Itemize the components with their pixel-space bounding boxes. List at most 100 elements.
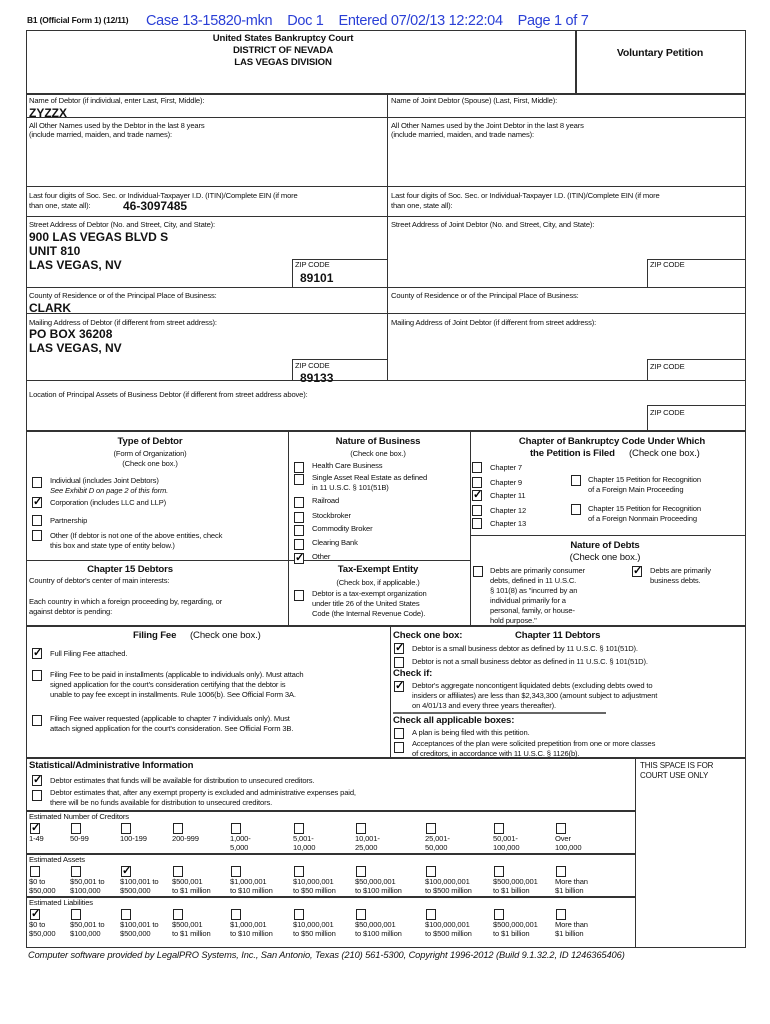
- estimate-option-checkbox[interactable]: [356, 909, 366, 920]
- estimate-option-label: $100,000,001: [425, 920, 470, 929]
- estimate-option-label: 100-199: [120, 834, 147, 843]
- ein-value[interactable]: 46-3097485: [123, 199, 188, 213]
- zip-value[interactable]: 89101: [300, 271, 334, 285]
- estimate-option-checkbox[interactable]: [294, 866, 304, 877]
- estimate-option-checkbox[interactable]: [173, 909, 183, 920]
- estimate-option-checkbox[interactable]: [30, 821, 40, 834]
- estimate-option-checkbox[interactable]: [426, 823, 436, 834]
- estimate-option-checkbox[interactable]: [121, 823, 131, 834]
- estimate-option-checkbox[interactable]: [231, 866, 241, 877]
- not-small-business-checkbox[interactable]: [394, 657, 404, 668]
- chapter-15-nonmain-checkbox[interactable]: [571, 504, 581, 515]
- business-type-checkbox[interactable]: [294, 474, 304, 485]
- divider: [387, 93, 388, 380]
- estimate-option-checkbox[interactable]: [556, 909, 566, 920]
- plan-filed-checkbox[interactable]: [394, 728, 404, 739]
- aggregate-debts-checkbox[interactable]: [394, 679, 404, 692]
- divider: [647, 259, 648, 287]
- divider: [647, 405, 648, 430]
- estimate-option-checkbox[interactable]: [71, 823, 81, 834]
- nature-of-debts-title: Nature of Debts: [570, 540, 640, 551]
- tax-exempt-checkbox[interactable]: [294, 590, 304, 601]
- corporation-checkbox[interactable]: [32, 495, 42, 508]
- estimate-option-checkbox[interactable]: [426, 909, 436, 920]
- installments-label: unable to pay fee except in installments…: [50, 690, 296, 699]
- estimate-option-checkbox[interactable]: [494, 866, 504, 877]
- estimate-option-checkbox[interactable]: [71, 909, 81, 920]
- mailing-line-1[interactable]: PO BOX 36208: [29, 327, 113, 341]
- estimate-option-checkbox[interactable]: [173, 823, 183, 834]
- divider: [390, 625, 391, 757]
- installments-checkbox[interactable]: [32, 670, 42, 681]
- chapter-checkbox[interactable]: [472, 462, 482, 473]
- fee-waiver-label: Filing Fee waiver requested (applicable …: [50, 714, 290, 723]
- business-type-checkbox[interactable]: [294, 497, 304, 508]
- business-debts-label: business debts.: [650, 576, 701, 585]
- estimate-option-checkbox[interactable]: [494, 909, 504, 920]
- no-funds-checkbox[interactable]: [32, 790, 42, 801]
- estimate-option-label: 100,000: [555, 843, 582, 852]
- chapter-label: Chapter 9: [490, 478, 522, 487]
- debtor-name[interactable]: ZYZZX: [29, 106, 67, 120]
- chapter-title: the Petition is Filed: [530, 448, 615, 459]
- chapter-15-main-label: of a Foreign Main Proceeding: [588, 485, 684, 494]
- estimate-option-checkbox[interactable]: [294, 909, 304, 920]
- acceptances-checkbox[interactable]: [394, 742, 404, 753]
- mailing-line-2[interactable]: LAS VEGAS, NV: [29, 341, 122, 355]
- estimate-option-label: to $50 million: [293, 929, 336, 938]
- full-fee-checkbox[interactable]: [32, 646, 42, 659]
- estimate-option-checkbox[interactable]: [71, 866, 81, 877]
- estimate-option-checkbox[interactable]: [556, 866, 566, 877]
- estimate-option-label: 100,000: [493, 843, 520, 852]
- chapter-checkbox[interactable]: [472, 518, 482, 529]
- divider: [26, 896, 635, 898]
- small-business-checkbox[interactable]: [394, 641, 404, 654]
- estimate-option-label: to $1 million: [172, 886, 211, 895]
- other-entity-checkbox[interactable]: [32, 530, 42, 541]
- partnership-checkbox[interactable]: [32, 515, 42, 526]
- business-type-checkbox[interactable]: [294, 525, 304, 536]
- estimate-option-checkbox[interactable]: [231, 909, 241, 920]
- street-line-3[interactable]: LAS VEGAS, NV: [29, 258, 122, 272]
- business-type-checkbox[interactable]: [294, 512, 304, 523]
- chapter-checkbox[interactable]: [472, 505, 482, 516]
- estimate-group-label: Estimated Liabilities: [29, 898, 93, 907]
- divider: [26, 810, 635, 812]
- divider: [292, 359, 387, 360]
- business-debts-checkbox[interactable]: [632, 564, 642, 577]
- estimate-option-checkbox[interactable]: [294, 823, 304, 834]
- business-type-checkbox[interactable]: [294, 462, 304, 473]
- chapter-checkbox[interactable]: [472, 488, 482, 501]
- divider: [292, 259, 293, 287]
- estimate-option-checkbox[interactable]: [494, 823, 504, 834]
- type-of-debtor-title: Type of Debtor: [117, 436, 183, 447]
- estimate-option-checkbox[interactable]: [356, 866, 366, 877]
- estimate-option-checkbox[interactable]: [556, 823, 566, 834]
- estimate-option-checkbox[interactable]: [231, 823, 241, 834]
- mailing-zip-value[interactable]: 89133: [300, 371, 334, 385]
- street-line-2[interactable]: UNIT 810: [29, 244, 81, 258]
- other-entity-label: this box and state type of entity below.…: [50, 541, 175, 550]
- estimate-option-label: More than: [555, 920, 588, 929]
- estimate-option-checkbox[interactable]: [426, 866, 436, 877]
- chapter-checkbox[interactable]: [472, 477, 482, 488]
- estimate-option-checkbox[interactable]: [121, 909, 131, 920]
- funds-available-checkbox[interactable]: [32, 773, 42, 786]
- estimate-option-checkbox[interactable]: [30, 866, 40, 877]
- chapter-15-main-checkbox[interactable]: [571, 475, 581, 486]
- estimate-option-label: 10,000: [293, 843, 316, 852]
- business-type-checkbox[interactable]: [294, 539, 304, 550]
- individual-checkbox[interactable]: [32, 477, 42, 488]
- divider: [647, 259, 746, 260]
- fee-waiver-checkbox[interactable]: [32, 715, 42, 726]
- business-type-checkbox[interactable]: [294, 551, 304, 564]
- estimate-option-checkbox[interactable]: [121, 864, 131, 877]
- estimate-option-checkbox[interactable]: [356, 823, 366, 834]
- street-line-1[interactable]: 900 LAS VEGAS BLVD S: [29, 230, 169, 244]
- estimate-option-checkbox[interactable]: [30, 907, 40, 920]
- estimate-option-label: $500,000,001: [493, 920, 538, 929]
- consumer-debts-checkbox[interactable]: [473, 566, 483, 577]
- county-value[interactable]: CLARK: [29, 301, 71, 315]
- estimate-option-label: $50,001 to: [70, 877, 105, 886]
- estimate-option-checkbox[interactable]: [173, 866, 183, 877]
